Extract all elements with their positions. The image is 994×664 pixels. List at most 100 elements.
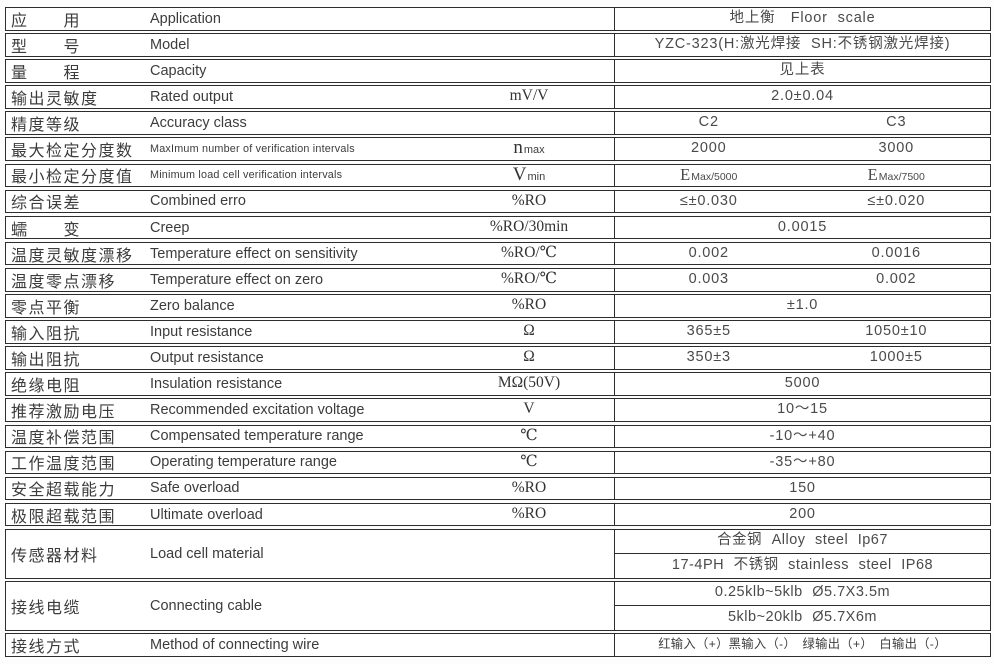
value-cell: ≤±0.030 ≤±0.020: [614, 190, 990, 213]
row-connecting-cable: 接线电缆 Connecting cable 0.25klb~5klb Ø5.7X…: [5, 581, 991, 631]
row-excitation-voltage: 推荐激励电压 Recommended excitation voltage V …: [5, 398, 991, 422]
label-zh: 接线方式: [11, 639, 82, 656]
value-cell: 200: [614, 503, 990, 526]
value-c2: 0.003: [688, 270, 729, 287]
label-zh: 绝缘电阻: [11, 378, 82, 395]
value-stainless-steel: 17-4PH 不锈钢 stainless steel IP68: [671, 556, 934, 573]
row-max-verification-intervals: 最大检定分度数 MaxImum number of verification i…: [5, 137, 991, 162]
label-en: Input resistance: [150, 323, 253, 340]
label-en: Application: [150, 10, 221, 27]
unit: [444, 530, 614, 578]
value-c2: 350±3: [686, 349, 731, 366]
value-cell: 350±3 1000±5: [614, 347, 990, 369]
value-c2: 365±5: [686, 323, 731, 340]
value-cell: C2 C3: [614, 112, 990, 134]
label-en: Load cell material: [150, 545, 264, 562]
label-zh: 零点平衡: [11, 299, 82, 317]
label-en: Creep: [150, 219, 190, 236]
value-c3: EMax/7500: [803, 165, 991, 187]
unit: V: [523, 400, 535, 418]
value: 200: [789, 505, 816, 522]
row-load-cell-material: 传感器材料 Load cell material 合金钢 Alloy steel…: [5, 528, 991, 579]
value-alloy-steel: 合金钢 Alloy steel Ip67: [615, 530, 990, 554]
row-temperature-effect-sensitivity: 温度灵敏度漂移 Temperature effect on sensitivit…: [5, 241, 991, 266]
value-cell: -35～+80: [614, 451, 990, 474]
unit: Ω: [523, 322, 535, 340]
value-cell: 365±5 1050±10: [614, 321, 990, 343]
row-application: 应 用 Application 地上衡 Floor scale: [5, 7, 991, 31]
unit-symbol: n: [513, 137, 523, 159]
value-cell: 5000: [614, 373, 990, 395]
row-creep: 蠕 变 Creep %RO/30min 0.0015: [5, 215, 991, 240]
value-cell: 150: [614, 477, 990, 500]
value-cell: 2000 3000: [614, 138, 990, 161]
label-en: Method of connecting wire: [150, 637, 320, 654]
label-zh: 传感器材料: [11, 547, 99, 565]
value-c3: 0.002: [876, 270, 917, 287]
value-c3: 1050±10: [865, 323, 928, 340]
value-cell: YZC-323(H:激光焊接 SH:不锈钢激光焊接): [614, 34, 990, 56]
unit: %RO: [511, 504, 547, 522]
value: -10～+40: [769, 427, 836, 444]
label-en: Zero balance: [150, 297, 235, 314]
unit: %RO/℃: [500, 269, 558, 287]
label-en: Ultimate overload: [150, 506, 263, 523]
row-insulation-resistance: 绝缘电阻 Insulation resistance MΩ(50V) 5000: [5, 372, 991, 396]
label-en: Minimum load cell verification intervals: [150, 169, 343, 182]
row-output-resistance: 输出阻抗 Output resistance Ω 350±3 1000±5: [5, 346, 991, 370]
label-zh: 推荐激励电压: [11, 404, 117, 421]
value-c2: ≤±0.030: [679, 192, 738, 209]
label-zh: 输入阻抗: [11, 325, 82, 343]
unit: MΩ(50V): [497, 374, 561, 392]
label-en: Capacity: [150, 62, 207, 79]
unit: %RO: [511, 478, 547, 496]
unit: %RO: [511, 191, 547, 209]
label-zh: 温度零点漂移: [11, 273, 117, 291]
label-en: Combined erro: [150, 193, 246, 210]
value-c3: ≤±0.020: [867, 192, 926, 209]
value: ±1.0: [786, 297, 819, 314]
label-zh: 最小检定分度值: [11, 169, 134, 187]
value-cell: 地上衡 Floor scale: [614, 8, 990, 30]
label-zh: 温度灵敏度漂移: [11, 247, 134, 265]
value-cell: ±1.0: [614, 295, 990, 317]
value: 见上表: [779, 62, 826, 79]
unit: %RO: [511, 296, 547, 314]
value: 地上衡 Floor scale: [729, 10, 876, 26]
value-cell: 0.003 0.002: [614, 268, 990, 291]
value-cell: 2.0±0.04: [614, 86, 990, 108]
label-zh: 量 程: [11, 64, 82, 82]
label-en: MaxImum number of verification intervals: [150, 143, 355, 156]
value-c2-subscript: Max/5000: [691, 170, 738, 183]
row-rated-output: 输出灵敏度 Rated output mV/V 2.0±0.04: [5, 85, 991, 109]
label-en: Output resistance: [150, 350, 264, 367]
label-en: Safe overload: [150, 480, 240, 497]
value: 150: [789, 479, 816, 496]
unit: [444, 634, 614, 656]
row-input-resistance: 输入阻抗 Input resistance Ω 365±5 1050±10: [5, 320, 991, 344]
row-combined-error: 综合误差 Combined erro %RO ≤±0.030 ≤±0.020: [5, 189, 991, 214]
value-c2: 2000: [691, 140, 727, 157]
value-c3: 3000: [878, 140, 914, 157]
value: 5000: [784, 375, 821, 392]
unit: mV/V: [509, 87, 549, 105]
label-zh: 安全超载能力: [11, 482, 117, 500]
row-compensated-temperature-range: 温度补偿范围 Compensated temperature range ℃ -…: [5, 424, 991, 449]
label-en: Accuracy class: [150, 115, 247, 132]
row-zero-balance: 零点平衡 Zero balance %RO ±1.0: [5, 294, 991, 318]
unit: [444, 112, 614, 134]
value-cell: -10～+40: [614, 425, 990, 448]
label-en: Insulation resistance: [150, 376, 283, 393]
label-zh: 极限超载范围: [11, 508, 117, 526]
label-en: Connecting cable: [150, 597, 263, 614]
unit: [444, 582, 614, 630]
row-accuracy-class: 精度等级 Accuracy class C2 C3: [5, 111, 991, 135]
value-cell: 0.25klb~5klb Ø5.7X3.5m 5klb~20klb Ø5.7X6…: [614, 582, 990, 630]
value-cable-large-range: 5klb~20klb Ø5.7X6m: [727, 608, 877, 625]
value-cable-small-range: 0.25klb~5klb Ø5.7X3.5m: [615, 582, 990, 606]
value-cell: 红输入（+）黑输入（-） 绿输出（+） 白输出（-）: [614, 634, 990, 656]
unit: [444, 34, 614, 56]
unit: Ω: [523, 348, 535, 366]
unit: [444, 60, 614, 82]
label-zh: 输出阻抗: [11, 352, 82, 369]
